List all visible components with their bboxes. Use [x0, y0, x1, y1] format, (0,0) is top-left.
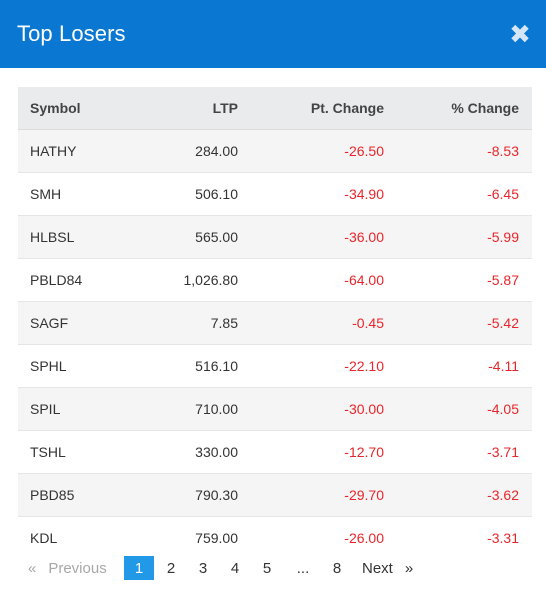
table-row: SPHL 516.10 -22.10 -4.11 — [18, 344, 532, 388]
cell-pct-change: -3.71 — [384, 430, 532, 474]
cell-pt-change: -34.90 — [238, 172, 384, 216]
next-page-button[interactable]: Next » — [362, 556, 413, 580]
losers-table-container: Symbol LTP Pt. Change % Change HATHY 284… — [18, 87, 532, 559]
modal-title: Top Losers — [17, 21, 126, 46]
page-button-1[interactable]: 1 — [124, 556, 154, 580]
cell-symbol[interactable]: SPHL — [18, 344, 148, 388]
previous-page-button[interactable]: « Previous — [28, 556, 124, 580]
table-row: PBLD84 1,026.80 -64.00 -5.87 — [18, 258, 532, 302]
cell-symbol[interactable]: PBLD84 — [18, 258, 148, 302]
page-button-5[interactable]: 5 — [262, 559, 272, 577]
page-button-4[interactable]: 4 — [230, 559, 240, 577]
pagination-ellipsis: ... — [296, 559, 310, 577]
pagination: « Previous 1 2 3 4 5 ... 8 Next » — [18, 556, 413, 580]
column-header-symbol[interactable]: Symbol — [18, 87, 148, 130]
cell-ltp: 1,026.80 — [148, 258, 238, 302]
cell-pct-change: -3.62 — [384, 473, 532, 517]
cell-symbol[interactable]: SPIL — [18, 387, 148, 431]
cell-pct-change: -4.11 — [384, 344, 532, 388]
cell-pct-change: -6.45 — [384, 172, 532, 216]
cell-ltp: 7.85 — [148, 301, 238, 345]
cell-ltp: 330.00 — [148, 430, 238, 474]
losers-table: Symbol LTP Pt. Change % Change HATHY 284… — [18, 87, 532, 559]
cell-ltp: 710.00 — [148, 387, 238, 431]
column-header-pt-change[interactable]: Pt. Change — [238, 87, 384, 130]
cell-pct-change: -4.05 — [384, 387, 532, 431]
table-row: KDL 759.00 -26.00 -3.31 — [18, 516, 532, 559]
cell-pt-change: -26.00 — [238, 516, 384, 559]
cell-pct-change: -3.31 — [384, 516, 532, 559]
close-icon[interactable]: ✖ — [509, 19, 531, 49]
cell-pt-change: -29.70 — [238, 473, 384, 517]
page-button-8[interactable]: 8 — [332, 559, 342, 577]
cell-symbol[interactable]: TSHL — [18, 430, 148, 474]
table-header-row: Symbol LTP Pt. Change % Change — [18, 87, 532, 130]
cell-symbol[interactable]: HLBSL — [18, 215, 148, 259]
cell-ltp: 284.00 — [148, 129, 238, 173]
cell-pct-change: -5.42 — [384, 301, 532, 345]
cell-ltp: 790.30 — [148, 473, 238, 517]
table-row: SMH 506.10 -34.90 -6.45 — [18, 172, 532, 216]
table-row: HLBSL 565.00 -36.00 -5.99 — [18, 215, 532, 259]
cell-symbol[interactable]: SMH — [18, 172, 148, 216]
table-row: SPIL 710.00 -30.00 -4.05 — [18, 387, 532, 431]
table-row: PBD85 790.30 -29.70 -3.62 — [18, 473, 532, 517]
cell-ltp: 759.00 — [148, 516, 238, 559]
page-button-3[interactable]: 3 — [198, 559, 208, 577]
table-row: SAGF 7.85 -0.45 -5.42 — [18, 301, 532, 345]
cell-symbol[interactable]: PBD85 — [18, 473, 148, 517]
cell-symbol[interactable]: SAGF — [18, 301, 148, 345]
table-row: TSHL 330.00 -12.70 -3.71 — [18, 430, 532, 474]
cell-pt-change: -36.00 — [238, 215, 384, 259]
table-row: HATHY 284.00 -26.50 -8.53 — [18, 129, 532, 173]
cell-pct-change: -5.87 — [384, 258, 532, 302]
column-header-ltp[interactable]: LTP — [148, 87, 238, 130]
column-header-pct-change[interactable]: % Change — [384, 87, 532, 130]
cell-pt-change: -64.00 — [238, 258, 384, 302]
modal-header: Top Losers ✖ — [0, 0, 546, 68]
cell-pt-change: -30.00 — [238, 387, 384, 431]
cell-ltp: 506.10 — [148, 172, 238, 216]
cell-pt-change: -22.10 — [238, 344, 384, 388]
cell-pct-change: -8.53 — [384, 129, 532, 173]
cell-pt-change: -0.45 — [238, 301, 384, 345]
cell-ltp: 516.10 — [148, 344, 238, 388]
cell-pct-change: -5.99 — [384, 215, 532, 259]
cell-pt-change: -26.50 — [238, 129, 384, 173]
cell-ltp: 565.00 — [148, 215, 238, 259]
double-chevron-left-icon: « — [28, 559, 37, 577]
next-label: Next — [362, 559, 393, 577]
cell-symbol[interactable]: KDL — [18, 516, 148, 559]
double-chevron-right-icon: » — [404, 559, 414, 577]
cell-symbol[interactable]: HATHY — [18, 129, 148, 173]
page-button-2[interactable]: 2 — [166, 559, 176, 577]
cell-pt-change: -12.70 — [238, 430, 384, 474]
previous-label: Previous — [48, 559, 107, 577]
